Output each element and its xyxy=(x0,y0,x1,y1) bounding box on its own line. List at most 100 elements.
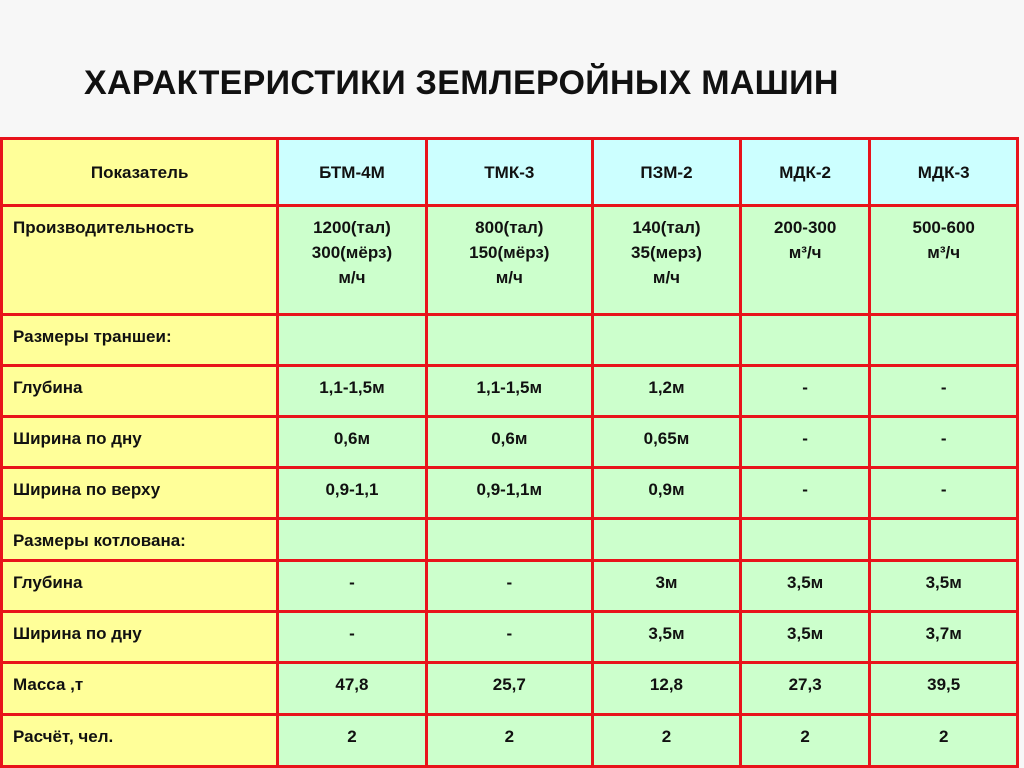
value-cell: 500-600 м³/ч xyxy=(868,204,1019,316)
value-cell xyxy=(591,313,742,367)
value-line: м/ч xyxy=(495,268,523,287)
value-cell xyxy=(276,313,428,367)
value-line: - xyxy=(940,429,947,448)
table-row: Масса ,т 47,8 25,7 12,8 27,3 39,5 xyxy=(0,661,1019,716)
row-label: Масса ,т xyxy=(0,661,280,716)
row-label: Производительность xyxy=(0,204,280,316)
page-title: ХАРАКТЕРИСТИКИ ЗЕМЛЕРОЙНЫХ МАШИН xyxy=(84,64,839,102)
value-cell: 0,9-1,1 xyxy=(276,466,428,520)
value-line: - xyxy=(802,378,808,397)
value-line: 2 xyxy=(800,727,810,746)
value-cell xyxy=(276,517,428,562)
value-cell: 47,8 xyxy=(276,661,428,716)
value-cell xyxy=(868,517,1019,562)
value-cell: 3,5м xyxy=(738,610,872,664)
value-line: 2 xyxy=(347,727,357,746)
value-line: 35(мерз) xyxy=(631,243,702,262)
value-cell: 2 xyxy=(276,713,428,768)
value-cell: 2 xyxy=(591,713,742,768)
value-cell: - xyxy=(868,415,1019,469)
table-row: Расчёт, чел. 2 2 2 2 2 xyxy=(0,713,1019,768)
value-line: - xyxy=(802,480,808,499)
value-cell: - xyxy=(868,364,1019,418)
machines-table: Показатель БТМ-4М ТМК-3 ПЗМ-2 МДК-2 МДК-3 Прои… xyxy=(0,137,1019,768)
row-label: Глубина xyxy=(0,559,280,613)
header-row: Показатель БТМ-4М ТМК-3 ПЗМ-2 МДК-2 МДК-3 xyxy=(0,137,1019,207)
table-row: Размеры котлована: xyxy=(0,517,1019,562)
value-cell xyxy=(738,313,872,367)
value-line: 500-600 xyxy=(912,218,975,237)
value-line: - xyxy=(349,624,355,643)
value-cell: 1,1-1,5м xyxy=(424,364,595,418)
value-cell: 1200(тал) 300(мёрз) м/ч xyxy=(276,204,428,316)
value-cell: - xyxy=(738,415,872,469)
value-line: 140(тал) xyxy=(632,218,701,237)
value-cell: 1,2м xyxy=(591,364,742,418)
value-cell: 200-300 м³/ч xyxy=(738,204,872,316)
value-cell: - xyxy=(276,610,428,664)
row-label: Ширина по верху xyxy=(0,466,280,520)
value-cell: 27,3 xyxy=(738,661,872,716)
value-cell: 3,7м xyxy=(868,610,1019,664)
value-line: 800(тал) xyxy=(475,218,544,237)
header-machine: ТМК-3 xyxy=(424,137,595,207)
header-machine: ПЗМ-2 xyxy=(591,137,742,207)
value-cell: 2 xyxy=(868,713,1019,768)
table-row: Глубина 1,1-1,5м 1,1-1,5м 1,2м - - xyxy=(0,364,1019,418)
table-row: Размеры траншеи: xyxy=(0,313,1019,367)
header-machine: БТМ-4М xyxy=(276,137,428,207)
value-cell xyxy=(424,313,595,367)
value-cell: 2 xyxy=(738,713,872,768)
value-cell: 0,9-1,1м xyxy=(424,466,595,520)
value-cell: - xyxy=(738,364,872,418)
value-line: 0,9-1,1 xyxy=(325,480,379,499)
value-line: 3,5м xyxy=(925,573,962,592)
value-cell xyxy=(738,517,872,562)
value-line: 2 xyxy=(504,727,515,746)
header-machine: МДК-2 xyxy=(738,137,872,207)
value-cell: - xyxy=(738,466,872,520)
header-indicator: Показатель xyxy=(0,137,280,207)
value-line: 3,5м xyxy=(787,624,824,643)
value-cell: 3,5м xyxy=(591,610,742,664)
value-line: 0,9-1,1м xyxy=(476,480,543,499)
value-line: 3,5м xyxy=(787,573,824,592)
value-cell: 0,9м xyxy=(591,466,742,520)
value-cell: 0,65м xyxy=(591,415,742,469)
value-cell: 25,7 xyxy=(424,661,595,716)
value-line: 2 xyxy=(938,727,949,746)
value-line: - xyxy=(349,573,355,592)
value-cell: 140(тал) 35(мерз) м/ч xyxy=(591,204,742,316)
value-line: 0,9м xyxy=(648,480,685,499)
value-line: - xyxy=(802,429,808,448)
value-line: 25,7 xyxy=(492,675,526,694)
row-label: Размеры траншеи: xyxy=(0,313,280,367)
value-line: 1,1-1,5м xyxy=(319,378,385,397)
value-cell: 3м xyxy=(591,559,742,613)
value-cell: - xyxy=(868,466,1019,520)
value-line: м³/ч xyxy=(927,243,961,262)
table-row: Ширина по дну 0,6м 0,6м 0,65м - - xyxy=(0,415,1019,469)
row-label: Расчёт, чел. xyxy=(0,713,280,768)
value-line: 27,3 xyxy=(788,675,822,694)
value-cell: 800(тал) 150(мёрз) м/ч xyxy=(424,204,595,316)
value-line: 0,6м xyxy=(491,429,528,448)
value-cell: 0,6м xyxy=(424,415,595,469)
value-line: 3м xyxy=(655,573,678,592)
value-line: 1,1-1,5м xyxy=(476,378,543,397)
value-line: м/ч xyxy=(338,268,366,287)
row-label: Глубина xyxy=(0,364,280,418)
value-line: 3,5м xyxy=(648,624,685,643)
row-label: Размеры котлована: xyxy=(0,517,280,562)
value-line: 1,2м xyxy=(648,378,685,397)
value-line: м/ч xyxy=(652,268,681,287)
value-line: 150(мёрз) xyxy=(469,243,550,262)
value-line: 3,7м xyxy=(925,624,962,643)
row-label: Ширина по дну xyxy=(0,610,280,664)
row-label: Ширина по дну xyxy=(0,415,280,469)
table-row: Производительность 1200(тал) 300(мёрз) м/ч 8… xyxy=(0,204,1019,316)
value-cell: 39,5 xyxy=(868,661,1019,716)
value-cell xyxy=(868,313,1019,367)
value-line: - xyxy=(940,378,947,397)
value-line: 0,6м xyxy=(333,429,371,448)
